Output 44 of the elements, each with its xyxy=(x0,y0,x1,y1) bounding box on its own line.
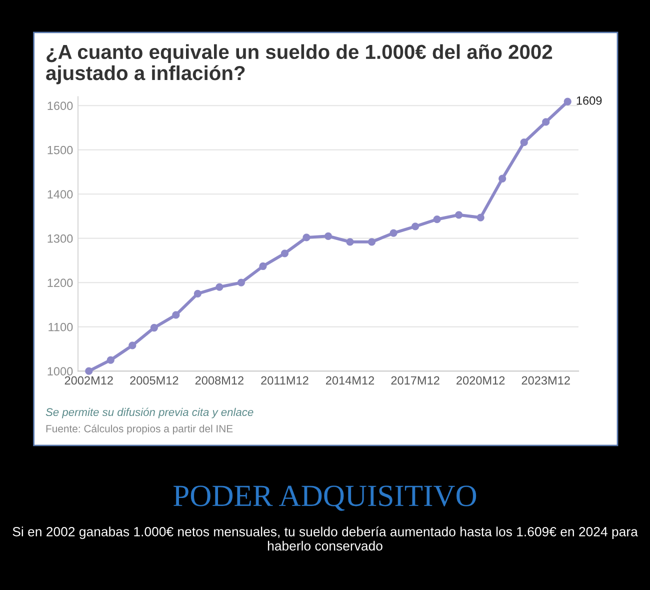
y-tick-label: 1500 xyxy=(48,146,73,154)
point xyxy=(411,222,420,230)
point xyxy=(128,342,136,350)
point xyxy=(498,174,506,182)
y-tick-label: 1100 xyxy=(48,322,73,332)
point xyxy=(302,234,310,242)
x-tick-label: 2002M12 xyxy=(64,376,113,385)
point xyxy=(85,367,93,375)
text: Si en 2002 ganabas 1.000€ netos mensuales, tu sueldo debería aumentado hasta los 1.609€ en 2024 para haberlo conservado xyxy=(12,526,638,551)
point xyxy=(520,138,528,146)
x-tick-label: 2014M12 xyxy=(326,376,374,385)
text: PODER ADQUISITIVO xyxy=(174,486,476,511)
point xyxy=(259,262,267,270)
source-note: Fuente: Cálculos propios a partir del INE xyxy=(46,424,233,434)
point xyxy=(433,216,441,224)
y-tick-label: 1600 xyxy=(48,102,73,110)
point xyxy=(194,290,202,298)
y-tick-label: 1300 xyxy=(48,234,73,243)
point xyxy=(564,98,572,106)
x-tick-label: 2023M12 xyxy=(522,376,570,385)
point xyxy=(172,311,180,319)
point xyxy=(324,232,332,240)
point xyxy=(216,283,224,291)
point xyxy=(542,118,550,126)
point xyxy=(390,229,398,237)
x-tick-label: 2008M12 xyxy=(195,376,244,385)
point xyxy=(237,278,246,286)
x-tick-label: 2017M12 xyxy=(391,376,440,385)
y-tick-label: 1200 xyxy=(48,278,73,288)
x-tick-label: 2005M12 xyxy=(130,376,178,385)
point xyxy=(368,238,376,246)
point xyxy=(106,356,114,364)
x-tick-label: 2020M12 xyxy=(456,376,505,385)
data-label: 1609 xyxy=(576,96,602,105)
point xyxy=(454,211,463,219)
x-tick-label: 2011M12 xyxy=(261,376,308,385)
y-tick-label: 1000 xyxy=(48,367,73,376)
point xyxy=(346,238,354,246)
point xyxy=(280,250,289,258)
y-tick-label: 1400 xyxy=(48,190,73,199)
text: Se permite su difusión previa cita y enlace xyxy=(46,408,254,418)
point xyxy=(476,214,484,222)
chart-title: ¿A cuanto equivale un sueldo de 1.000€ del año 2002 ajustado a inflación? xyxy=(46,44,552,84)
point xyxy=(150,324,158,332)
